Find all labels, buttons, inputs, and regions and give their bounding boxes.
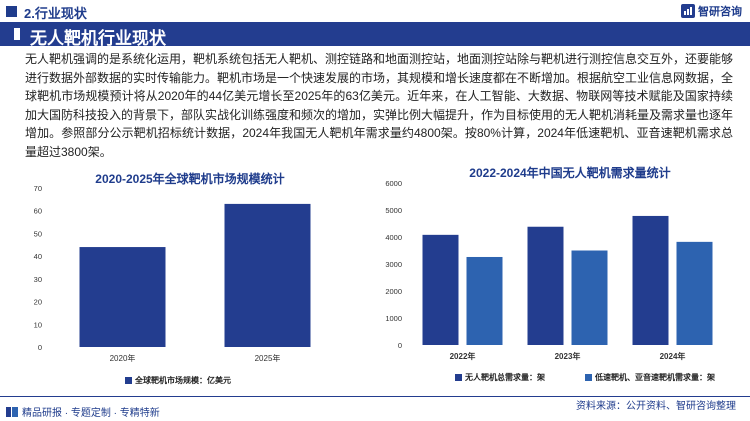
legend-swatch [585, 374, 592, 381]
legend-label: 低速靶机、亚音速靶机需求量：架 [594, 372, 715, 382]
y-tick-label: 1000 [385, 314, 402, 323]
y-tick-label: 40 [34, 252, 42, 261]
x-tick-label: 2022年 [450, 351, 476, 361]
y-tick-label: 4000 [385, 233, 402, 242]
bar [632, 215, 669, 345]
y-tick-label: 5000 [385, 206, 402, 215]
footer-divider [0, 396, 750, 397]
bar [466, 256, 503, 345]
bar [527, 226, 564, 345]
legend-label: 无人靶机总需求量：架 [464, 372, 545, 382]
section-heading: 2.行业现状 [24, 6, 87, 21]
y-tick-label: 0 [398, 341, 402, 350]
y-tick-label: 30 [34, 275, 42, 284]
y-tick-label: 60 [34, 207, 42, 216]
y-tick-label: 20 [34, 298, 42, 307]
logo-text: 智研咨询 [698, 6, 742, 18]
bar [676, 241, 713, 345]
bar [224, 203, 311, 347]
x-tick-label: 2024年 [660, 351, 686, 361]
x-tick-label: 2023年 [555, 351, 581, 361]
legend-swatch [455, 374, 462, 381]
title-bar: 无人靶机行业现状 [0, 22, 750, 48]
section-marker-icon [6, 6, 17, 17]
body-paragraph: 无人靶机强调的是系统化运用，靶机系统包括无人靶机、测控链路和地面测控站，地面测控… [25, 52, 734, 159]
bar [422, 234, 459, 345]
book-icon [6, 406, 18, 417]
top-bar: 2.行业现状 智研咨询 [0, 0, 750, 22]
logo: 智研咨询 [681, 3, 742, 19]
legend-swatch [125, 377, 132, 384]
logo-icon [681, 4, 695, 18]
y-tick-label: 50 [34, 229, 42, 238]
chart-1-title: 2020-2025年全球靶机市场规模统计 [95, 172, 285, 186]
page-title: 无人靶机行业现状 [30, 29, 166, 48]
x-tick-label: 2025年 [255, 353, 281, 363]
x-tick-label: 2020年 [110, 353, 136, 363]
legend-label: 全球靶机市场规模：亿美元 [134, 375, 231, 385]
footer-tagline: 精品研报 · 专题定制 · 专精特新 [22, 408, 160, 419]
bar [79, 247, 166, 347]
title-accent [14, 28, 20, 40]
chart-2-title: 2022-2024年中国无人靶机需求量统计 [469, 166, 671, 180]
y-tick-label: 3000 [385, 260, 402, 269]
y-tick-label: 10 [34, 320, 42, 329]
bar [571, 250, 608, 345]
footer-source: 资料来源：公开资料、智研咨询整理 [576, 401, 736, 412]
y-tick-label: 2000 [385, 287, 402, 296]
y-tick-label: 0 [38, 343, 42, 352]
footer-left: 精品研报 · 专题定制 · 专精特新 [6, 404, 160, 419]
